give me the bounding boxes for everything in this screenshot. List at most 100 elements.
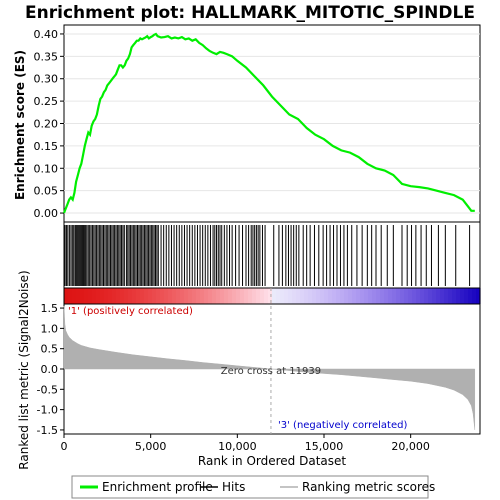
color-bar-segment	[448, 288, 453, 304]
es-y-tick-label: 0.00	[34, 207, 59, 220]
color-bar-segment	[336, 288, 341, 304]
color-bar-segment	[136, 288, 141, 304]
color-bar-segment	[380, 288, 385, 304]
color-bar-segment	[76, 288, 81, 304]
color-bar-segment	[300, 288, 305, 304]
color-bar-segment	[172, 288, 177, 304]
ranking-metric-area	[63, 305, 476, 430]
color-bar-segment	[360, 288, 365, 304]
color-bar-segment	[460, 288, 465, 304]
color-bar-segment	[164, 288, 169, 304]
color-bar-segment	[408, 288, 413, 304]
color-bar-segment	[372, 288, 377, 304]
color-bar-segment	[188, 288, 193, 304]
metric-x-ticks: 0 5,000 10,000 15,000 20,000	[61, 434, 430, 453]
color-bar-segment	[404, 288, 409, 304]
es-y-tick-label: 0.40	[34, 28, 59, 41]
color-bar-segment	[284, 288, 289, 304]
color-bar-segment	[420, 288, 425, 304]
color-bar-segment	[256, 288, 261, 304]
color-bar-segment	[352, 288, 357, 304]
color-bar-segment	[268, 288, 273, 304]
color-bar-segment	[428, 288, 433, 304]
legend-label: Ranking metric scores	[302, 480, 435, 494]
color-bar-segment	[128, 288, 133, 304]
chart-title: Enrichment plot: HALLMARK_MITOTIC_SPINDL…	[25, 3, 475, 23]
color-bar-segment	[244, 288, 249, 304]
color-bar-segment	[316, 288, 321, 304]
color-bar-segment	[276, 288, 281, 304]
color-bar-segment	[400, 288, 405, 304]
color-bar-segment	[96, 288, 101, 304]
color-bar-segment	[308, 288, 313, 304]
es-y-tick-label: 0.30	[34, 73, 59, 86]
color-bar-segment	[196, 288, 201, 304]
color-bar-segment	[92, 288, 97, 304]
color-bar-segment	[160, 288, 165, 304]
color-bar-segment	[124, 288, 129, 304]
color-bar-segment	[388, 288, 393, 304]
color-bar-segment	[312, 288, 317, 304]
color-bar-segment	[144, 288, 149, 304]
rank-color-bar	[64, 288, 481, 304]
color-bar-segment	[452, 288, 457, 304]
es-y-tick-label: 0.25	[34, 95, 59, 108]
metric-y-ticks: 1.5 1.0 0.5 0.0 -0.5 -1.0 -1.5	[37, 302, 64, 437]
color-bar-segment	[344, 288, 349, 304]
color-bar-segment	[292, 288, 297, 304]
es-y-ticks: 0.00 0.05 0.10 0.15 0.20 0.25 0.30 0.35 0.40	[34, 28, 64, 220]
es-y-tick-label: 0.05	[34, 185, 59, 198]
negative-correlation-label: '3' (negatively correlated)	[278, 420, 407, 431]
color-bar-segment	[364, 288, 369, 304]
color-bar-segment	[80, 288, 85, 304]
color-bar-segment	[252, 288, 257, 304]
metric-area-layer	[63, 305, 476, 430]
color-bar-segment	[140, 288, 145, 304]
metric-y-tick-label: -0.5	[37, 383, 58, 396]
color-bar-segment	[132, 288, 137, 304]
color-bar-segment	[232, 288, 237, 304]
color-bar-segment	[220, 288, 225, 304]
metric-y-tick-label: 0.0	[41, 363, 59, 376]
metric-x-tick-label: 5,000	[135, 440, 167, 453]
metric-y-tick-label: 1.0	[41, 322, 59, 335]
color-bar-segment	[476, 288, 481, 304]
color-bar-segment	[280, 288, 285, 304]
color-bar-segment	[392, 288, 397, 304]
color-bar-segment	[156, 288, 161, 304]
color-bar-segment	[148, 288, 153, 304]
color-bar-segment	[72, 288, 77, 304]
color-bar-segment	[332, 288, 337, 304]
color-bar-segment	[444, 288, 449, 304]
color-bar-segment	[264, 288, 269, 304]
color-bar-segment	[328, 288, 333, 304]
es-y-tick-label: 0.20	[34, 118, 59, 131]
metric-x-tick-label: 10,000	[218, 440, 257, 453]
es-line-layer	[62, 32, 475, 214]
positive-correlation-label: '1' (positively correlated)	[68, 306, 193, 317]
color-bar-segment	[356, 288, 361, 304]
zero-cross-label: Zero cross at 11939	[221, 366, 321, 377]
color-bar-segment	[236, 288, 241, 304]
color-bar-segment	[416, 288, 421, 304]
metric-x-tick-label: 0	[61, 440, 68, 453]
color-bar-segment	[340, 288, 345, 304]
color-bar-segment	[180, 288, 185, 304]
color-bar-segment	[112, 288, 117, 304]
metric-y-tick-label: 1.5	[41, 302, 59, 315]
legend: Enrichment profile Hits Ranking metric sco…	[80, 480, 435, 494]
color-bar-segment	[84, 288, 89, 304]
color-bar-segment	[64, 288, 69, 304]
legend-label: Hits	[222, 480, 245, 494]
color-bar-segment	[212, 288, 217, 304]
es-y-tick-label: 0.35	[34, 50, 59, 63]
color-bar-segment	[272, 288, 277, 304]
color-bar-segment	[412, 288, 417, 304]
color-bar-segment	[176, 288, 181, 304]
color-bar-segment	[228, 288, 233, 304]
color-bar-segment	[192, 288, 197, 304]
color-bar-segment	[324, 288, 329, 304]
color-bar-segment	[224, 288, 229, 304]
color-bar-segment	[432, 288, 437, 304]
